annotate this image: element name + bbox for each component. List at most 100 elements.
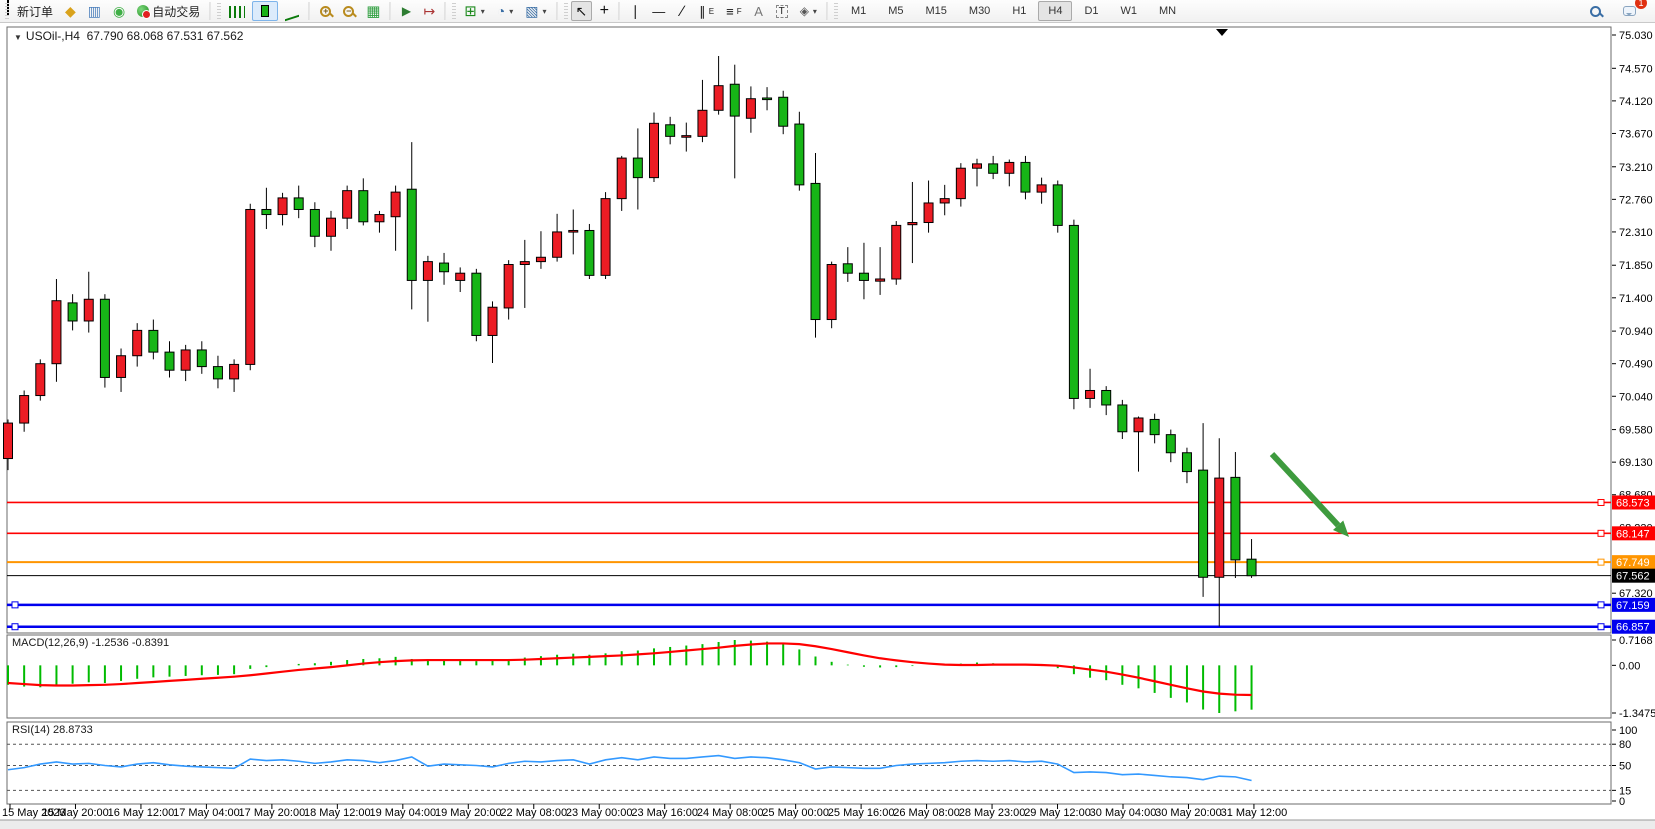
candle-bearish (212, 366, 223, 380)
notifications-button[interactable]: 1 (1618, 0, 1647, 21)
search-button[interactable] (1585, 1, 1606, 21)
candle-bullish (826, 264, 837, 321)
candle-bullish (891, 224, 902, 280)
fibo-sub-label: F (736, 6, 742, 16)
hline-handle[interactable] (1597, 529, 1605, 537)
navigator-icon[interactable]: ▥ (87, 3, 102, 19)
auto-trading-button[interactable]: 自动交易 (132, 1, 205, 21)
equidistant-channel-button[interactable]: ∥ E (699, 3, 715, 19)
candle-bullish (616, 157, 627, 200)
time-tick-label: 25 May 16:00 (828, 807, 895, 819)
toolbar-separator (554, 2, 560, 20)
candle-bearish (1117, 404, 1128, 433)
candle-bullish (535, 256, 546, 263)
hline-handle[interactable] (1597, 558, 1605, 566)
time-tick-label: 17 May 04:00 (173, 807, 240, 819)
timeframe-button-h4[interactable]: H4 (1038, 1, 1073, 21)
chart-shift-button[interactable]: ↦ (423, 3, 436, 19)
arrows-button[interactable]: ◈ ▾ (799, 4, 817, 18)
price-badge-label: 68.147 (1616, 528, 1650, 540)
new-order-button[interactable]: 新订单 (12, 1, 58, 21)
chart-shift-marker-icon[interactable] (1216, 29, 1228, 36)
auto-scroll-button[interactable]: ▶ (401, 4, 412, 18)
timeframe-button-m30[interactable]: M30 (959, 1, 1000, 21)
price-tick-label: 69.580 (1619, 425, 1653, 437)
candle-bearish (67, 302, 78, 322)
timeframe-button-d1[interactable]: D1 (1074, 1, 1108, 21)
rsi-tick-label: 80 (1619, 739, 1631, 751)
price-badge-label: 67.562 (1616, 571, 1650, 583)
candle-bearish (632, 157, 643, 179)
candle-bullish (487, 306, 498, 336)
price-badge-label: 67.159 (1616, 600, 1650, 612)
price-badge-label: 67.749 (1616, 557, 1650, 569)
fibonacci-button[interactable]: ≡ F (726, 3, 742, 19)
hline-handle[interactable] (1597, 601, 1605, 609)
signals-icon[interactable]: ◉ (113, 3, 126, 19)
timeframe-button-h1[interactable]: H1 (1002, 1, 1036, 21)
hline-handle[interactable] (11, 623, 19, 631)
candle-bearish (729, 83, 740, 117)
chart-title-collapse-icon[interactable]: ▼ (14, 33, 22, 42)
candle-bearish (293, 197, 304, 210)
chart-ohlc-values: 67.790 68.068 67.531 67.562 (86, 29, 244, 43)
price-tick-label: 70.490 (1619, 359, 1653, 371)
chart-type-line-button[interactable] (280, 1, 304, 22)
candle-bearish (988, 163, 999, 174)
price-tick-label: 74.570 (1619, 63, 1653, 75)
timeframe-button-mn[interactable]: MN (1149, 1, 1186, 21)
candle-bearish (406, 188, 417, 281)
zoom-out-button[interactable]: − (338, 1, 359, 21)
hline-handle[interactable] (11, 601, 19, 609)
cursor-button[interactable]: ↖ (570, 1, 593, 21)
timeframe-label: M15 (925, 5, 947, 17)
vertical-line-button[interactable]: ∣ (631, 3, 639, 19)
crosshair-button[interactable]: + (599, 2, 609, 19)
candle-bullish (681, 135, 692, 138)
candle-bullish (923, 202, 934, 224)
time-tick-label: 23 May 00:00 (566, 807, 633, 819)
periods-button[interactable]: ◔ ▾ (496, 3, 514, 19)
price-badge-label: 68.573 (1616, 497, 1650, 509)
text-label-button[interactable]: T (771, 1, 793, 21)
tile-windows-button[interactable]: ▦ (366, 2, 381, 20)
price-tick-label: 73.670 (1619, 128, 1653, 140)
hline-handle[interactable] (1597, 498, 1605, 506)
candle-bullish (697, 109, 708, 137)
candle-bullish (374, 214, 385, 223)
chart-type-bars-button[interactable] (224, 1, 250, 21)
zoom-in-button[interactable]: + (315, 1, 336, 21)
timeframe-button-w1[interactable]: W1 (1111, 1, 1148, 21)
trend-arrow-annotation[interactable] (1269, 451, 1341, 528)
templates-button[interactable]: ▧ ▾ (525, 3, 547, 19)
window-bottom-edge (0, 820, 1655, 829)
text-button[interactable]: A (754, 3, 763, 19)
price-tick-label: 70.040 (1619, 391, 1653, 403)
horizontal-line-button[interactable]: ― (652, 3, 666, 19)
candle-bearish (1165, 434, 1176, 454)
trend-arrow-head[interactable] (1332, 520, 1349, 537)
candle-bullish (552, 231, 563, 258)
timeframe-button-m15[interactable]: M15 (916, 1, 957, 21)
time-tick-label: 28 May 23:00 (959, 807, 1026, 819)
channel-sub-label: E (708, 6, 715, 16)
macd-tick-label: 0.7168 (1619, 635, 1653, 647)
rsi-tick-label: 100 (1619, 725, 1637, 737)
timeframe-button-m1[interactable]: M1 (841, 1, 876, 21)
hline-handle[interactable] (1597, 623, 1605, 631)
trendline-button[interactable]: ∕ (680, 2, 684, 20)
chart-type-candles-button[interactable] (252, 1, 279, 21)
candle-bearish (665, 124, 676, 137)
candle-bearish (1068, 224, 1079, 399)
candle-bearish (261, 208, 272, 216)
candle-bearish (471, 272, 482, 336)
add-indicator-button[interactable]: ⊞ ▾ (464, 2, 485, 20)
timeframe-button-m5[interactable]: M5 (878, 1, 913, 21)
candle-bearish (1246, 558, 1257, 577)
toolbar-grip (217, 3, 222, 19)
candle-bullish (390, 191, 401, 218)
market-watch-icon[interactable]: ◆ (65, 3, 76, 19)
toolbar-grip (563, 3, 568, 19)
